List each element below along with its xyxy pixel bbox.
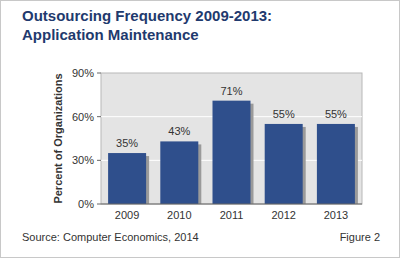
subtitle: Application Maintenance [22,26,199,43]
tick-label: 30% [72,154,94,166]
bars [108,101,358,204]
tick-mark [97,73,101,74]
category-label: 2013 [324,209,348,221]
tick-mark [97,204,101,205]
x-axis-line [101,204,362,205]
tick-label: 90% [72,67,94,79]
data-label: 55% [273,108,295,120]
bar [108,153,146,204]
category-label: 2011 [220,209,244,221]
data-label: 55% [325,108,347,120]
category-label: 2010 [167,209,191,221]
chart: Outsourcing Frequency 2009-2013: Applicat… [0,0,400,258]
data-label: 35% [116,137,138,149]
title: Outsourcing Frequency 2009-2013: [22,7,272,24]
bar [265,124,303,204]
data-label: 71% [220,85,242,97]
bar [213,101,251,204]
source-note: Source: Computer Economics, 2014 [22,231,199,243]
tick-mark [97,160,101,161]
category-label: 2009 [115,209,139,221]
figure-number: Figure 2 [340,231,380,243]
bar [160,141,198,204]
plot-area [101,73,362,204]
data-label: 43% [168,125,190,137]
y-axis-label: Percent of Organizations [52,73,64,203]
category-label: 2012 [271,209,295,221]
frame [1,1,400,258]
bar [317,124,355,204]
tick-label: 60% [72,111,94,123]
tick-mark [97,116,101,117]
tick-label: 0% [78,198,94,210]
